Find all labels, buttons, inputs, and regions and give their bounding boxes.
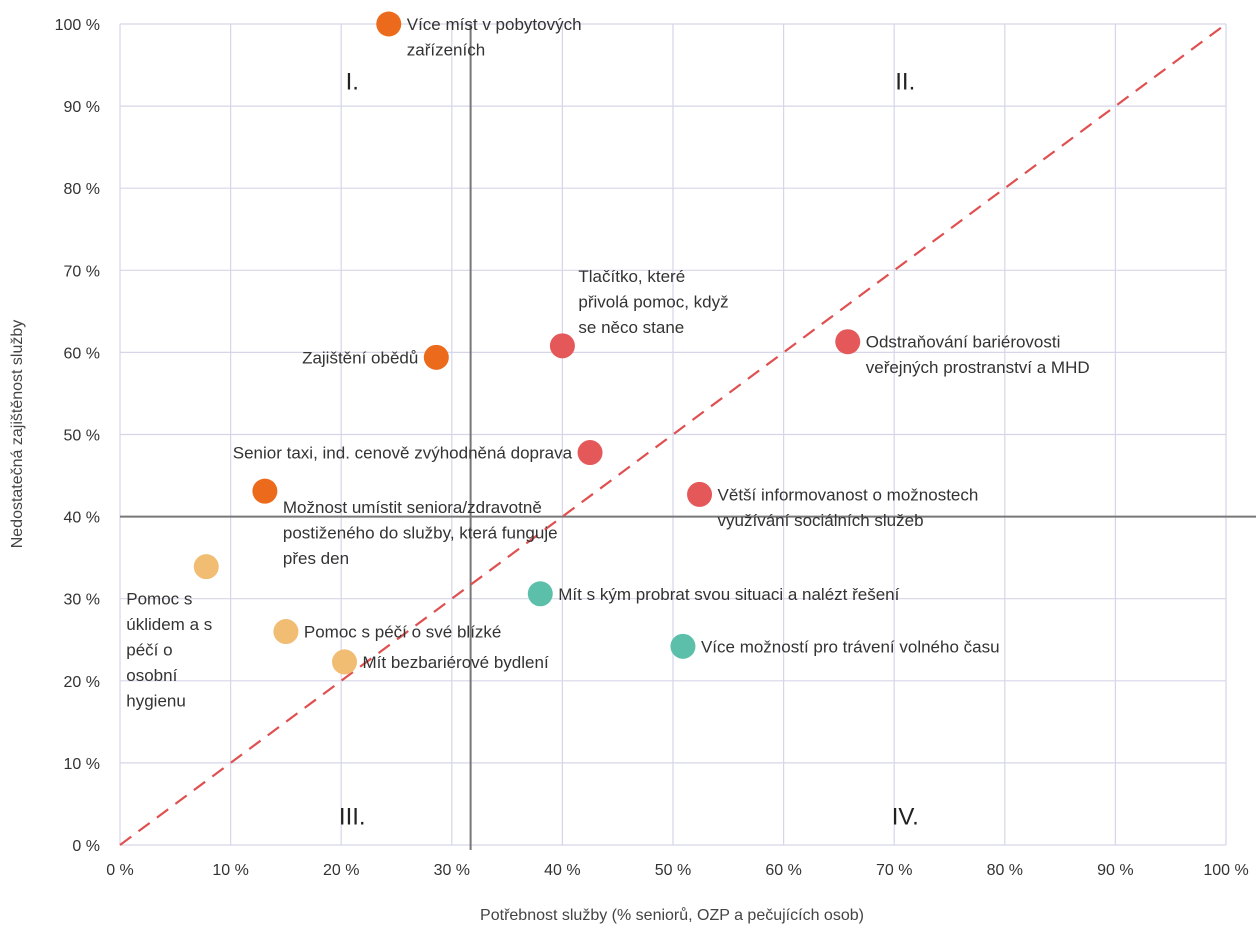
x-tick-label: 70 % xyxy=(876,862,912,879)
scatter-point xyxy=(332,649,358,675)
quadrant-label: I. xyxy=(346,69,359,96)
scatter-point xyxy=(670,633,696,659)
x-tick-label: 50 % xyxy=(655,862,691,879)
grid xyxy=(119,23,1227,846)
y-tick-label: 90 % xyxy=(64,99,100,116)
scatter-point xyxy=(687,481,713,507)
scatter-point xyxy=(549,333,575,359)
point-label: Možnost umístit seniora/zdravotně postiže… xyxy=(283,498,558,568)
y-tick-label: 50 % xyxy=(64,428,100,445)
point-label: Tlačítko, které přivolá pomoc, když se něc… xyxy=(578,267,728,337)
scatter-point xyxy=(252,478,278,504)
y-tick-label: 20 % xyxy=(64,674,100,691)
point-label: Mít bezbariérové bydlení xyxy=(363,653,549,672)
y-tick-label: 100 % xyxy=(55,17,100,34)
quadrant-labels: I. II. III. IV. xyxy=(339,69,919,831)
scatter-point xyxy=(423,344,449,370)
point-label: Senior taxi, ind. cenově zvýhodněná dopr… xyxy=(233,444,573,463)
scatter-point xyxy=(273,619,299,645)
point-label: Mít s kým probrat svou situaci a nalézt … xyxy=(558,585,899,604)
scatter-point xyxy=(527,581,553,607)
x-tick-label: 30 % xyxy=(434,862,470,879)
x-tick-label: 100 % xyxy=(1203,862,1248,879)
data-points xyxy=(193,11,861,675)
x-tick-label: 90 % xyxy=(1097,862,1133,879)
point-label: Pomoc s úklidem a s péčí o osobní hygienu xyxy=(126,590,212,711)
point-label: Zajištění obědů xyxy=(302,348,418,367)
x-tick-label: 0 % xyxy=(106,862,134,879)
scatter-point xyxy=(835,329,861,355)
y-tick-label: 70 % xyxy=(64,263,100,280)
x-tick-label: 80 % xyxy=(987,862,1023,879)
y-tick-label: 80 % xyxy=(64,181,100,198)
y-axis-title: Nedostatečná zajištěnost služby xyxy=(9,320,26,549)
x-tick-label: 20 % xyxy=(323,862,359,879)
scatter-point xyxy=(193,554,219,580)
y-tick-label: 10 % xyxy=(64,756,100,773)
point-labels: Více míst v pobytových zařízeních Zajištěn… xyxy=(126,15,1089,711)
quadrant-dividers xyxy=(120,24,1256,850)
y-tick-label: 30 % xyxy=(64,592,100,609)
point-label: Odstraňování bariérovosti veřejných prost… xyxy=(866,333,1090,378)
tick-labels: 0 % 10 % 20 % 30 % 40 % 50 % 60 % 70 % 80 % 90 % 1… xyxy=(55,17,1249,879)
point-label: Větší informovanost o možnostech využíván… xyxy=(718,485,979,529)
point-label: Pomoc s péčí o své blízké xyxy=(304,623,501,642)
x-tick-label: 40 % xyxy=(544,862,580,879)
quadrant-label: II. xyxy=(895,69,915,96)
x-tick-label: 60 % xyxy=(765,862,801,879)
x-axis-title: Potřebnost služby (% seniorů, OZP a peču… xyxy=(480,906,864,924)
scatter-point xyxy=(376,11,402,37)
quadrant-label: IV. xyxy=(892,803,919,830)
point-label: Více míst v pobytových zařízeních xyxy=(407,15,582,60)
x-tick-label: 10 % xyxy=(212,862,248,879)
quadrant-label: III. xyxy=(339,803,366,830)
y-tick-label: 60 % xyxy=(64,345,100,362)
point-label: Více možností pro trávení volného času xyxy=(701,637,1000,656)
scatter-point xyxy=(577,440,603,466)
y-tick-label: 40 % xyxy=(64,510,100,527)
y-tick-label: 0 % xyxy=(72,838,100,855)
